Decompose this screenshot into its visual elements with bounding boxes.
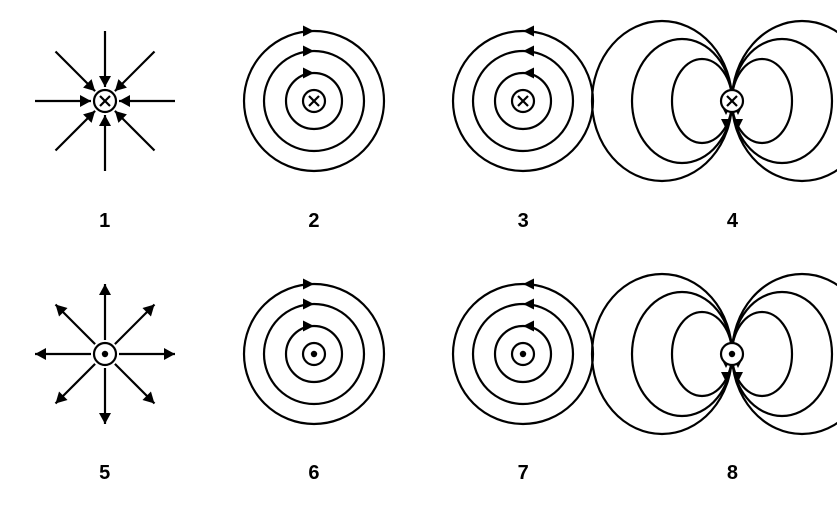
page: 1 2 3 4 5 6 7 8 [0, 0, 837, 505]
panel-label: 5 [99, 462, 110, 485]
panel-label: 2 [308, 210, 319, 233]
diagram-concentric-icon [229, 269, 399, 439]
diagram-radial-icon [20, 269, 190, 439]
panel-label: 3 [518, 210, 529, 233]
panel-label: 8 [727, 462, 738, 485]
panel-8: 8 [628, 253, 837, 505]
panel-1: 1 [0, 0, 209, 253]
diagram-dipole-icon [582, 11, 837, 191]
panel-4: 4 [628, 0, 837, 253]
diagram-radial-icon [20, 16, 190, 186]
panel-2: 2 [209, 0, 418, 253]
panel-label: 7 [518, 462, 529, 485]
panel-label: 4 [727, 210, 738, 233]
panel-label: 6 [308, 462, 319, 485]
diagram-concentric-icon [229, 16, 399, 186]
panel-5: 5 [0, 253, 209, 505]
panel-label: 1 [99, 210, 110, 233]
panel-6: 6 [209, 253, 418, 505]
diagram-dipole-icon [582, 264, 837, 444]
panel-grid: 1 2 3 4 5 6 7 8 [0, 0, 837, 505]
